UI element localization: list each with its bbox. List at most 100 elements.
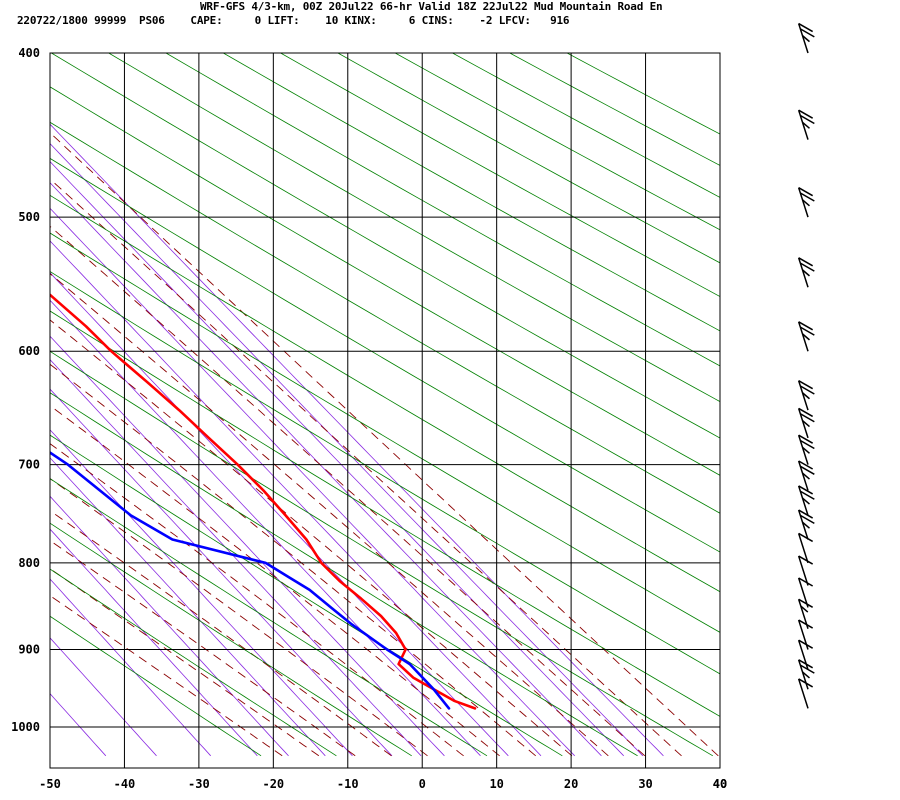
dry-adiabat-440 [337, 53, 720, 264]
mixing-ratio-12 [50, 240, 542, 757]
wind-barb-half-feather [800, 605, 809, 613]
dry-adiabat-400 [108, 53, 720, 403]
y-tick-700: 700 [18, 458, 40, 472]
dry-adiabat-390 [51, 53, 720, 439]
moist-adiabat-20 [50, 319, 573, 757]
wind-barb-half-feather [801, 472, 810, 480]
wind-barb-700 [797, 434, 815, 465]
wind-barb-feather [798, 678, 814, 688]
mixing-ratio-3 [50, 388, 393, 757]
wind-barb-feather [799, 326, 815, 336]
wind-barb-feather [798, 598, 814, 608]
wind-barb-feather [798, 321, 814, 331]
dry-adiabats [50, 53, 720, 757]
wind-barb-feather [798, 577, 814, 587]
wind-barb-staff [797, 485, 809, 516]
chart-title: WRF-GFS 4/3-km, 00Z 20Jul22 66-hr Valid … [200, 0, 663, 13]
wind-barb-675 [797, 407, 815, 439]
moist-adiabat--5 [50, 510, 392, 757]
wind-barb-half-feather [801, 199, 810, 207]
wind-barb-staff [797, 434, 809, 465]
wind-barb-staff [797, 533, 809, 564]
mixing-ratio-2 [50, 429, 353, 757]
wind-barb-half-feather [801, 35, 810, 43]
wind-barb-850 [797, 577, 814, 608]
mixing-ratio-7 [50, 299, 481, 757]
dry-adiabat-270 [50, 522, 412, 757]
wind-barb-825 [797, 555, 814, 586]
sounding-traces [50, 293, 477, 710]
dry-adiabat-430 [280, 53, 720, 298]
mixing-ratio-1.5 [50, 457, 326, 757]
wind-barb-feather [798, 639, 814, 649]
wind-barb-half-feather [801, 671, 810, 679]
wind-barb-750 [797, 485, 815, 516]
wind-barb-feather [798, 187, 814, 197]
dry-adiabat-370 [50, 121, 720, 514]
wind-barbs [797, 22, 815, 709]
wind-barb-feather [799, 262, 815, 272]
moist-adiabats [50, 132, 719, 757]
wind-barb-half-feather [801, 497, 810, 505]
dry-adiabat-420 [223, 53, 720, 332]
moist-adiabat-35 [50, 178, 682, 757]
wind-barb-half-feather [801, 446, 810, 454]
mixing-ratio-lines [50, 123, 664, 757]
wind-barb-950 [797, 659, 815, 690]
wind-barb-800 [797, 532, 814, 564]
mixing-ratio-24 [50, 160, 624, 757]
dry-adiabat-310 [50, 350, 714, 757]
wind-barb-feather [798, 460, 814, 470]
moist-adiabat--10 [50, 539, 356, 757]
y-tick-labels: 400 500 600 700 800 900 1000 [11, 46, 40, 734]
wind-barb-725 [797, 460, 815, 491]
wind-barb-feather [798, 257, 814, 267]
mixing-ratio-1 [50, 495, 289, 757]
wind-barb-600 [797, 321, 815, 352]
wind-barb-feather [799, 385, 815, 395]
wind-barb-feather [799, 514, 815, 525]
mixing-ratio-4 [50, 359, 422, 757]
y-tick-900: 900 [18, 642, 40, 656]
wind-barb-feather [798, 22, 814, 33]
mixing-ratio-0.1 [50, 693, 107, 757]
wind-barb-975 [797, 678, 814, 709]
x-tick-30: 30 [638, 777, 652, 791]
dry-adiabat-250 [50, 615, 262, 757]
wind-barb-775 [797, 509, 815, 540]
wind-barb-feather [799, 664, 815, 674]
wind-barb-half-feather [801, 333, 810, 341]
wind-barb-staff [797, 321, 809, 352]
wind-barb-feather [798, 380, 814, 390]
mixing-ratio-0.4 [50, 578, 211, 757]
plot-frame [49, 52, 721, 769]
x-tick-0: 0 [419, 777, 426, 791]
moist-adiabat-5 [50, 443, 464, 757]
dry-adiabat-280 [50, 478, 488, 757]
x-tick-40: 40 [713, 777, 727, 791]
dry-adiabat-470 [509, 53, 720, 166]
dry-adiabat-320 [50, 310, 720, 717]
wind-barb-staff [797, 460, 809, 491]
mixing-ratio-16 [50, 207, 575, 757]
wind-barb-650 [797, 380, 815, 411]
wind-barb-half-feather [801, 121, 810, 129]
wind-barb-feather [798, 509, 814, 519]
y-tick-800: 800 [18, 556, 40, 570]
moist-adiabat-30 [50, 225, 646, 757]
dry-adiabat-480 [566, 53, 720, 135]
moist-adiabat-25 [50, 273, 609, 757]
dry-adiabat-350 [50, 194, 720, 593]
dry-adiabat-260 [50, 568, 337, 757]
x-tick--40: -40 [114, 777, 136, 791]
x-tick-10: 10 [489, 777, 503, 791]
moist-adiabat-10 [50, 405, 500, 757]
mixing-ratio-5 [50, 335, 445, 757]
dry-adiabat-380 [50, 86, 720, 476]
x-tick--20: -20 [262, 777, 284, 791]
wind-barb-500 [797, 187, 815, 218]
wind-barb-staff [797, 678, 809, 709]
dry-adiabat-300 [50, 392, 638, 757]
y-tick-600: 600 [18, 344, 40, 358]
moist-adiabat-0 [50, 478, 428, 757]
